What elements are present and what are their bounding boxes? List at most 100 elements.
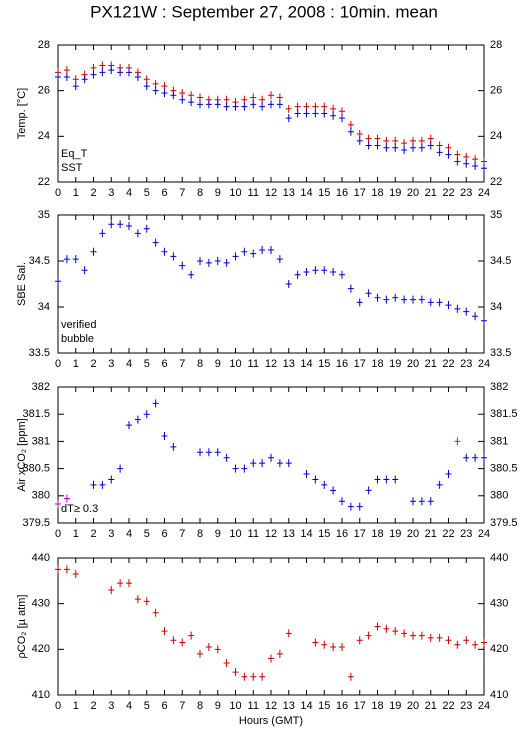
x-tick-label: 19 — [389, 187, 401, 199]
data-point — [454, 437, 461, 446]
data-point — [72, 82, 79, 91]
y-tick-label-right: 440 — [490, 552, 508, 564]
y-tick-label: 380 — [32, 490, 50, 502]
data-point — [418, 143, 425, 152]
x-tick-label: 2 — [90, 528, 96, 540]
x-tick-label: 12 — [265, 358, 277, 370]
data-point — [410, 631, 416, 640]
data-point — [356, 136, 363, 145]
data-point — [205, 100, 212, 109]
data-point — [330, 104, 337, 113]
data-point — [383, 624, 390, 633]
data-point — [250, 100, 257, 109]
x-tick-label: 5 — [144, 528, 150, 540]
data-point — [152, 79, 159, 88]
data-point — [312, 266, 319, 275]
data-point — [410, 497, 416, 506]
x-tick-label: 15 — [318, 700, 330, 712]
data-point — [472, 155, 479, 164]
data-point — [454, 640, 461, 649]
x-tick-label: 24 — [478, 700, 490, 712]
data-point — [214, 257, 221, 265]
x-tick-label: 24 — [478, 187, 490, 199]
data-point — [454, 150, 461, 159]
data-point — [294, 270, 301, 279]
x-tick-label: 14 — [300, 528, 312, 540]
data-point — [152, 399, 159, 408]
data-point — [81, 75, 88, 84]
data-point — [365, 486, 372, 495]
data-point — [365, 289, 372, 298]
data-point — [72, 569, 79, 578]
data-point — [294, 102, 301, 111]
y-tick-label-right: 379.5 — [490, 517, 518, 529]
y-tick-label-right: 34.5 — [490, 255, 511, 267]
data-point — [276, 255, 283, 264]
x-tick-label: 6 — [161, 187, 167, 199]
x-tick-label: 0 — [55, 358, 61, 370]
data-point — [223, 659, 230, 668]
x-tick-label: 17 — [354, 187, 366, 199]
data-point — [285, 459, 292, 468]
data-point — [418, 136, 425, 145]
data-point — [241, 95, 248, 104]
legend-label: bubble — [61, 333, 94, 345]
data-point — [117, 464, 124, 473]
x-tick-label: 19 — [389, 700, 401, 712]
x-tick-label: 18 — [371, 528, 383, 540]
x-tick-label: 0 — [55, 187, 61, 199]
y-tick-label: 410 — [32, 689, 50, 701]
x-tick-label: 8 — [197, 358, 203, 370]
x-tick-label: 12 — [265, 528, 277, 540]
data-point — [188, 91, 195, 100]
data-point — [99, 68, 106, 77]
data-point — [205, 643, 212, 652]
y-tick-label-right: 380.5 — [490, 463, 518, 475]
y-tick-label: 380.5 — [22, 463, 50, 475]
data-point — [347, 502, 354, 511]
x-tick-label: 15 — [318, 187, 330, 199]
data-point — [339, 643, 345, 652]
data-point — [161, 247, 168, 256]
data-point — [223, 453, 230, 462]
data-point — [401, 146, 408, 155]
data-point — [472, 312, 479, 321]
y-tick-label-right: 420 — [490, 643, 508, 655]
data-point — [134, 595, 141, 604]
data-point — [445, 301, 452, 310]
x-tick-label: 3 — [108, 528, 114, 540]
x-axis-label: Hours (GMT) — [239, 715, 303, 727]
x-tick-label: 5 — [144, 358, 150, 370]
data-point — [72, 255, 79, 264]
data-point — [285, 104, 292, 113]
data-point — [356, 502, 363, 511]
data-point — [321, 109, 328, 118]
plot-frame — [57, 214, 485, 354]
x-tick-label: 2 — [90, 358, 96, 370]
data-point — [392, 136, 399, 145]
data-point — [410, 136, 416, 145]
x-tick-label: 1 — [73, 700, 79, 712]
x-tick-label: 12 — [265, 700, 277, 712]
x-tick-label: 14 — [300, 700, 312, 712]
x-tick-label: 9 — [215, 700, 221, 712]
x-tick-label: 13 — [283, 528, 295, 540]
x-tick-label: 7 — [179, 700, 185, 712]
data-point — [250, 93, 257, 102]
x-tick-label: 8 — [197, 700, 203, 712]
x-tick-label: 6 — [161, 528, 167, 540]
y-tick-label: 430 — [32, 598, 50, 610]
x-tick-label: 9 — [215, 187, 221, 199]
data-point — [214, 100, 221, 109]
y-tick-label-right: 35 — [490, 209, 502, 221]
data-point — [152, 608, 159, 617]
data-point — [250, 249, 257, 258]
data-point — [188, 98, 195, 107]
y-tick-label-right: 26 — [490, 85, 502, 97]
data-point — [445, 150, 452, 159]
x-tick-label: 4 — [126, 187, 132, 199]
x-tick-label: 13 — [283, 700, 295, 712]
y-tick-label: 34 — [38, 301, 50, 313]
y-tick-label-right: 380 — [490, 490, 508, 502]
data-point — [374, 622, 381, 631]
